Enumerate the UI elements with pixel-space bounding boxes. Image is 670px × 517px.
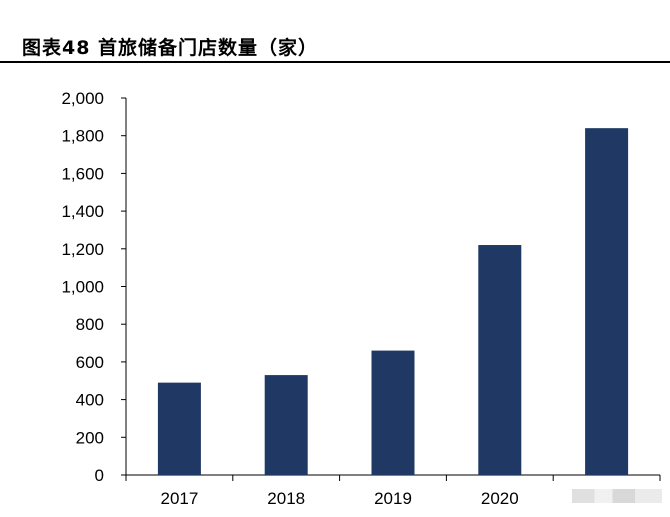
y-tick-label: 1,800 xyxy=(61,127,104,146)
y-tick-label: 0 xyxy=(95,466,104,485)
y-tick-label: 600 xyxy=(76,353,104,372)
bar xyxy=(371,350,415,475)
chart-title: 图表48 首旅储备门店数量（家） xyxy=(22,37,319,59)
bar xyxy=(264,375,308,475)
y-tick-label: 1,200 xyxy=(61,240,104,259)
y-axis: 0 200 400 600 800 1,000 1,200 1,400 1,600 1,800 2,… xyxy=(61,89,127,485)
bar xyxy=(157,382,201,475)
watermark xyxy=(572,489,662,503)
x-tick-label: 2020 xyxy=(481,489,519,508)
y-tick-label: 1,000 xyxy=(61,278,104,297)
x-tick-label: 2018 xyxy=(267,489,305,508)
bar xyxy=(478,245,522,475)
bar xyxy=(585,128,629,475)
y-tick-label: 2,000 xyxy=(61,89,104,108)
y-tick-label: 1,400 xyxy=(61,202,104,221)
x-axis: 2017 2018 2019 2020 xyxy=(125,474,661,508)
x-tick-label: 2019 xyxy=(374,489,412,508)
y-tick-label: 800 xyxy=(76,315,104,334)
x-tick-label: 2017 xyxy=(160,489,198,508)
y-tick-label: 1,600 xyxy=(61,164,104,183)
title-underline xyxy=(0,61,670,63)
y-tick-label: 200 xyxy=(76,428,104,447)
bars xyxy=(157,128,629,475)
y-tick-label: 400 xyxy=(76,391,104,410)
